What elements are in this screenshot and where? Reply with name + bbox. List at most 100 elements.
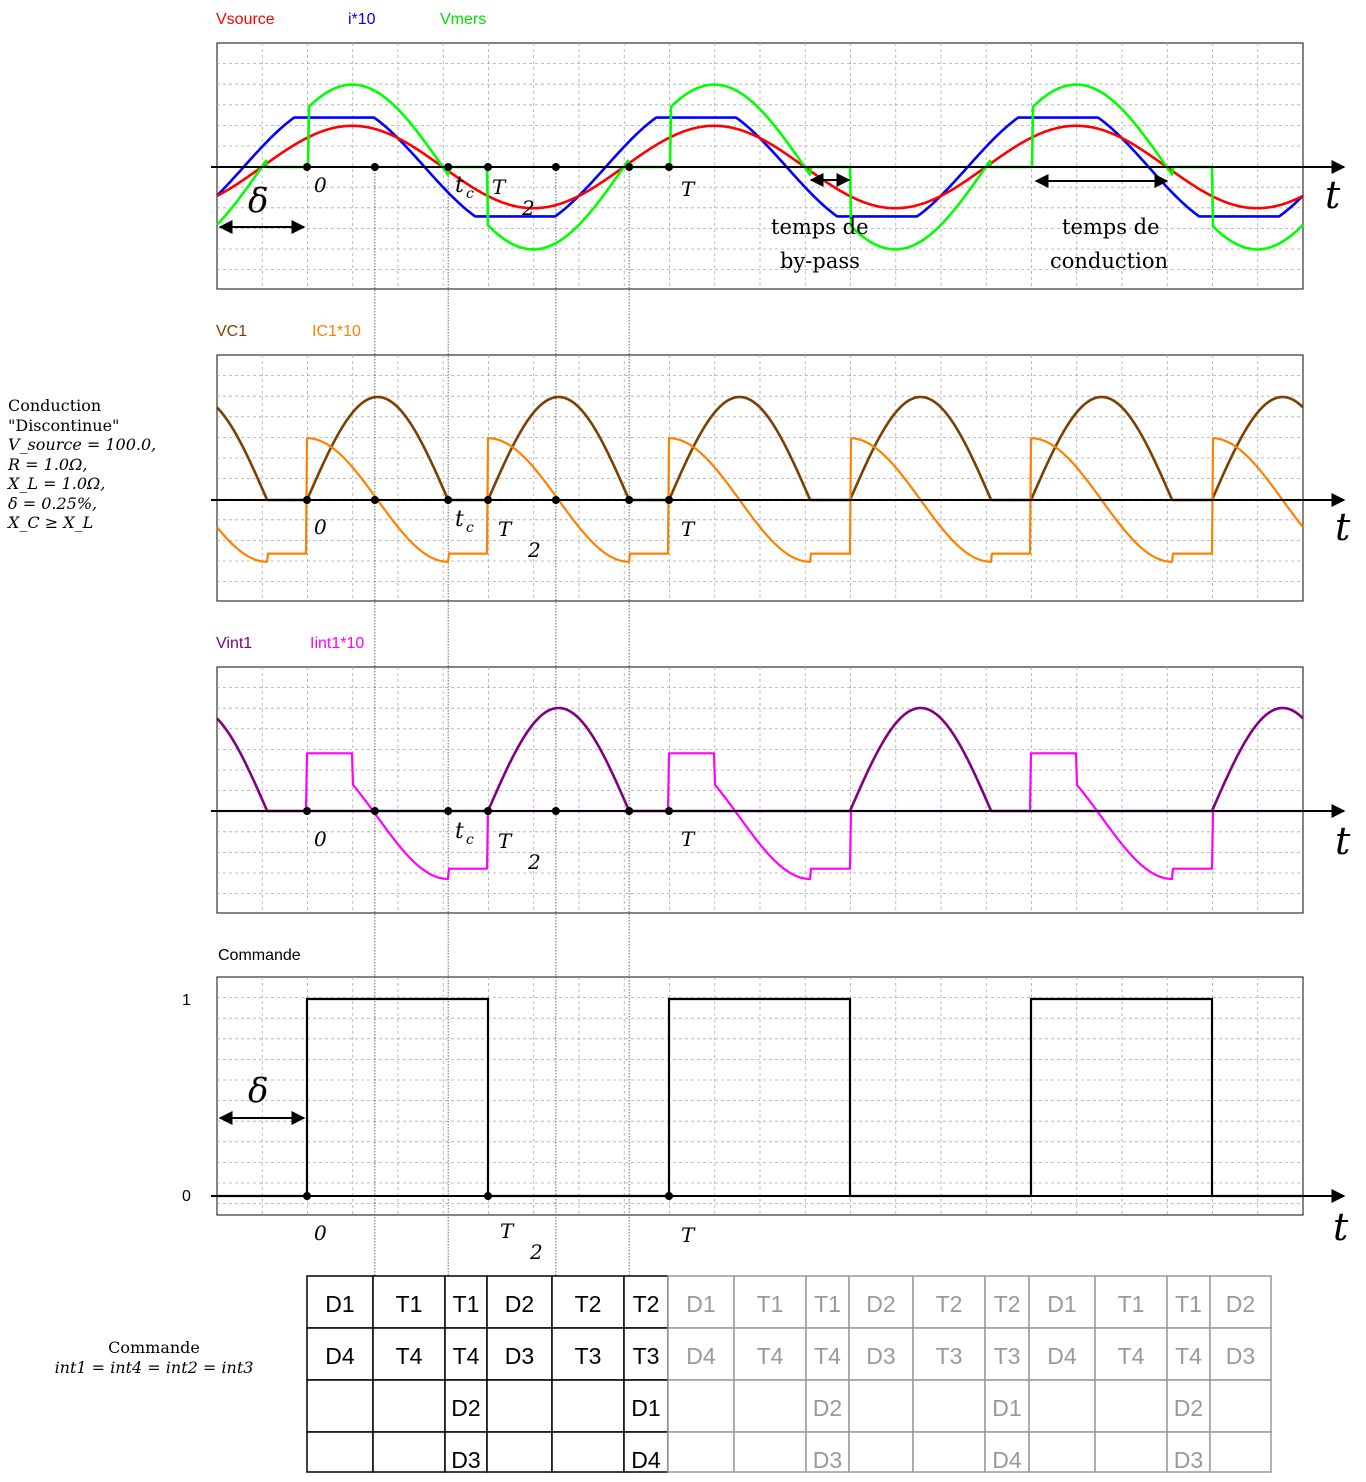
table-cell-text: T4 — [1175, 1343, 1202, 1369]
table-cell — [805, 1431, 850, 1473]
key-point — [551, 496, 560, 504]
commande-y1-tick: 1 — [182, 992, 191, 1009]
zero-label-1: 0 — [314, 173, 327, 197]
vsource-curve — [216, 124, 1304, 210]
thalf-den-label-1: 2 — [521, 196, 535, 220]
side-note-line-2: "Discontinue" — [8, 415, 120, 435]
table-cell-text: T2 — [575, 1291, 602, 1317]
table-cell — [984, 1275, 1030, 1329]
t-axis-label-1: t — [1325, 173, 1341, 217]
side-note-line-3: V_source = 100.0, — [8, 435, 157, 454]
table-cell — [1028, 1379, 1096, 1433]
zero-label-3: 0 — [314, 827, 327, 851]
vc1-curve — [216, 395, 1304, 502]
key-point — [551, 807, 560, 815]
table-cell — [444, 1379, 488, 1433]
vmers-curve — [216, 83, 1304, 251]
key-point — [303, 807, 311, 815]
table-cell-text: T1 — [1118, 1291, 1145, 1317]
table-cell-text: T4 — [814, 1343, 841, 1369]
table-cell-text: D2 — [866, 1291, 895, 1317]
table-cell — [848, 1275, 914, 1329]
table-cell-text: D1 — [992, 1395, 1021, 1421]
table-cell — [912, 1379, 986, 1433]
zero-label-4: 0 — [314, 1221, 327, 1245]
side-note: Conduction "Discontinue" V_source = 100.… — [8, 396, 156, 533]
table-cell-text: T1 — [396, 1291, 423, 1317]
table-cell-text: T2 — [936, 1291, 963, 1317]
iint1-curve — [216, 752, 1304, 881]
tc-sub-label-1: c — [466, 186, 474, 202]
table-cell — [1166, 1327, 1211, 1381]
T-label-2: T — [681, 517, 696, 541]
table-cell-text: D4 — [686, 1343, 716, 1369]
key-point — [444, 807, 453, 815]
table-cell — [372, 1327, 446, 1381]
table-cell — [306, 1275, 374, 1329]
zero-label-2: 0 — [314, 515, 327, 539]
table-cell — [486, 1327, 553, 1381]
side-note-line-5: X_L = 1.0Ω, — [8, 474, 106, 493]
key-point — [484, 1192, 492, 1200]
table-cell — [984, 1431, 1030, 1473]
thalf-den-label-3: 2 — [527, 850, 541, 874]
T-label-1: T — [681, 177, 696, 201]
key-point — [370, 163, 379, 171]
table-cell — [623, 1431, 669, 1473]
table-cell — [733, 1379, 807, 1433]
table-cell — [372, 1431, 446, 1473]
side-note-line-4: R = 1.0Ω, — [8, 454, 88, 474]
table-cell-text: T2 — [633, 1291, 660, 1317]
legend-iint1: Iint1*10 — [310, 635, 364, 652]
table-cell-text: D3 — [813, 1447, 842, 1473]
key-point — [665, 163, 673, 171]
key-point — [303, 496, 311, 504]
table-cell-text: T1 — [757, 1291, 784, 1317]
table-cell — [551, 1379, 625, 1433]
key-point — [625, 807, 634, 815]
legend-vsource: Vsource — [216, 11, 275, 28]
table-cell-text: T1 — [814, 1291, 841, 1317]
commande-y0-tick: 0 — [182, 1188, 191, 1205]
table-cell-text: D4 — [992, 1447, 1022, 1473]
side-note-line-7: X_C ≥ X_L — [8, 513, 94, 532]
table-cell — [486, 1275, 553, 1329]
table-cell — [486, 1431, 553, 1473]
key-point — [665, 807, 673, 815]
commande-title: Commande — [218, 947, 301, 964]
table-cell — [623, 1379, 669, 1433]
table-cell — [372, 1379, 446, 1433]
table-cell — [912, 1431, 986, 1473]
legend-ic1: IC1*10 — [312, 323, 361, 340]
table-cell — [1209, 1431, 1272, 1473]
plot-frame-4 — [216, 976, 1304, 1216]
side-note-line-1: Conduction — [8, 396, 102, 415]
table-cell-text: D3 — [505, 1343, 534, 1369]
table-cell — [1094, 1379, 1168, 1433]
bottom-note-line-2: int1 = int4 = int2 = int3 — [54, 1357, 254, 1377]
bottom-note: Commande int1 = int4 = int2 = int3 — [20, 1338, 288, 1377]
key-point — [625, 163, 634, 171]
table-cell — [1094, 1275, 1168, 1329]
key-point — [444, 163, 453, 171]
T-label-4: T — [681, 1223, 696, 1247]
table-cell-text: T3 — [633, 1343, 660, 1369]
table-cell-text: D4 — [631, 1447, 661, 1473]
thalf-num-label-3: T — [498, 829, 513, 853]
side-note-line-6: δ = 0.25%, — [8, 493, 98, 513]
table-cell-text: D1 — [631, 1395, 660, 1421]
table-cell-text: D3 — [451, 1447, 480, 1473]
table-cell — [733, 1431, 807, 1473]
table-cell-text: D3 — [1226, 1343, 1255, 1369]
tc-label-3: t — [455, 819, 464, 844]
table-cell — [306, 1379, 374, 1433]
table-cell — [444, 1431, 488, 1473]
table-cell-text: D2 — [813, 1395, 842, 1421]
tc-sub-label-2: c — [466, 520, 474, 536]
table-cell-text: T1 — [1175, 1291, 1202, 1317]
commande-curve — [217, 997, 1303, 1198]
table-cell-text: D4 — [1047, 1343, 1077, 1369]
bypass-label-line2: by-pass — [780, 249, 860, 273]
